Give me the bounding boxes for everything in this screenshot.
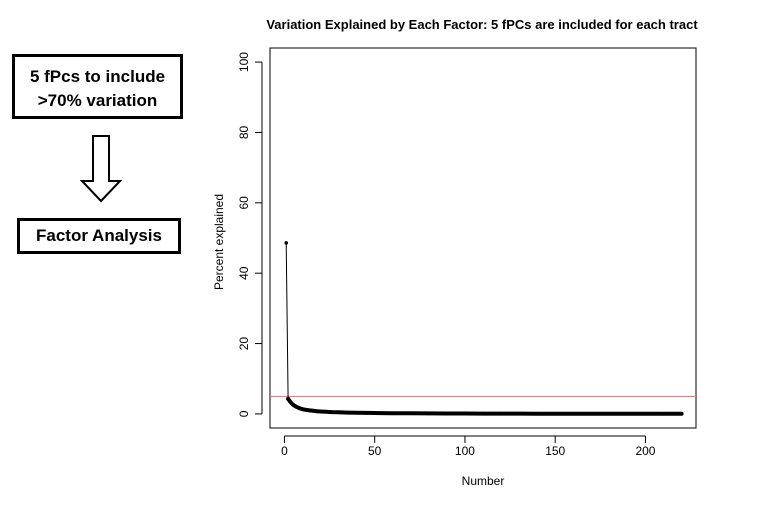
chart-title: Variation Explained by Each Factor: 5 fP… (266, 17, 698, 32)
y-tick-label: 20 (237, 337, 251, 351)
y-tick-label: 0 (237, 410, 251, 417)
data-point (643, 412, 648, 416)
data-point (372, 411, 377, 415)
data-point (345, 410, 350, 415)
data-point (661, 412, 666, 416)
data-point (315, 409, 319, 413)
data-point (329, 410, 334, 414)
data-point (589, 411, 594, 416)
y-axis-label: Percent explained (212, 194, 226, 290)
x-tick-label: 200 (635, 444, 655, 458)
variance-chart: Variation Explained by Each Factor: 5 fP… (212, 17, 698, 488)
y-tick-label: 80 (237, 125, 251, 139)
x-axis-label: Number (462, 474, 505, 488)
data-point (300, 407, 305, 411)
series-line (285, 242, 682, 415)
y-tick-label: 40 (237, 266, 251, 280)
data-point (318, 409, 323, 414)
factor-analysis-box: Factor Analysis (17, 218, 181, 254)
include-fpcs-line2: >70% variation (37, 91, 158, 110)
data-point (517, 411, 521, 416)
data-point (286, 396, 290, 401)
y-axis: 0 20 40 60 80 100 (237, 52, 263, 417)
plot-frame (269, 47, 697, 429)
series-points (284, 241, 684, 416)
x-tick-label: 150 (545, 444, 565, 458)
include-fpcs-line1: 5 fPcs to include (29, 67, 166, 86)
data-point (307, 408, 312, 413)
data-point (607, 411, 612, 416)
data-point (304, 408, 308, 412)
x-tick-label: 50 (368, 444, 382, 458)
x-axis: 0 50 100 150 200 (281, 435, 656, 458)
data-point (427, 411, 431, 416)
data-point (571, 411, 576, 416)
y-tick-label: 100 (237, 52, 251, 72)
data-point (311, 409, 316, 413)
data-point (363, 411, 368, 415)
data-point (553, 411, 558, 416)
down-arrow-icon (80, 135, 122, 203)
data-point (354, 410, 359, 415)
data-point (625, 411, 630, 416)
data-point (679, 412, 684, 416)
x-tick-label: 100 (455, 444, 475, 458)
data-point (284, 241, 289, 245)
data-point (535, 411, 539, 416)
data-point (499, 411, 503, 416)
data-point (324, 410, 328, 414)
data-point (445, 411, 449, 416)
data-point (336, 410, 341, 415)
data-point (408, 411, 413, 416)
data-point (481, 411, 485, 416)
data-point (463, 411, 467, 416)
y-tick-label: 60 (237, 196, 251, 210)
data-point (390, 411, 395, 415)
include-fpcs-box: 5 fPcs to include >70% variation (12, 54, 183, 119)
x-tick-label: 0 (281, 444, 288, 458)
